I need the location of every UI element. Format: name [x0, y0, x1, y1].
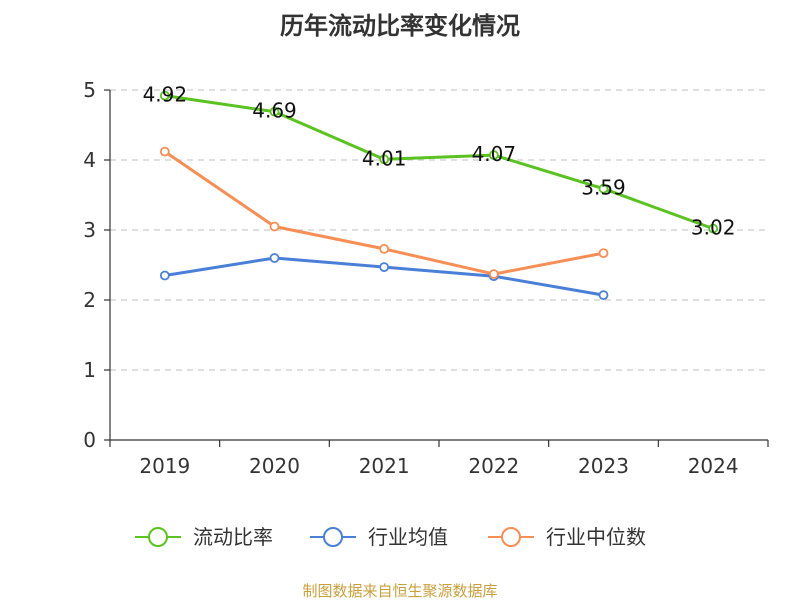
axes: 0 1 2 3 4 5 2019 2020 2021 2022 2023 2024 [83, 78, 769, 478]
data-point[interactable] [159, 90, 170, 101]
source-note: 制图数据来自恒生聚源数据库 [302, 582, 497, 600]
x-tick-label: 2020 [249, 454, 300, 478]
x-tick-label: 2023 [578, 454, 629, 478]
y-tick-label: 2 [83, 288, 96, 312]
data-point[interactable] [488, 150, 499, 161]
y-tick-label: 0 [83, 428, 96, 452]
data-point[interactable] [598, 290, 609, 301]
legend-label[interactable]: 行业均值 [368, 525, 448, 549]
data-point[interactable] [379, 154, 390, 165]
legend-swatch-marker[interactable] [501, 527, 521, 547]
data-label: 3.02 [691, 216, 736, 240]
legend[interactable]: 流动比率 行业均值 行业中位数 [135, 525, 646, 549]
legend-label[interactable]: 行业中位数 [546, 525, 646, 549]
legend-swatch-marker[interactable] [323, 527, 343, 547]
legend-swatch-marker[interactable] [148, 527, 168, 547]
y-tick-label: 3 [83, 218, 96, 242]
chart-title: 历年流动比率变化情况 [280, 12, 520, 40]
data-point[interactable] [708, 223, 719, 234]
data-point[interactable] [379, 243, 390, 254]
data-point[interactable] [598, 248, 609, 259]
data-label: 4.69 [252, 99, 297, 123]
data-point[interactable] [269, 253, 280, 263]
grid [110, 89, 768, 371]
x-tick-label: 2021 [359, 454, 410, 478]
y-tick-label: 1 [83, 358, 96, 382]
data-label: 4.01 [362, 146, 407, 170]
data-point[interactable] [159, 146, 170, 157]
data-labels: 4.92 4.69 4.01 4.07 3.59 3.02 [143, 83, 736, 240]
data-point[interactable] [159, 270, 170, 281]
data-point[interactable] [598, 183, 609, 194]
y-tick-label: 5 [83, 78, 96, 102]
data-point[interactable] [269, 221, 280, 232]
series [159, 90, 719, 301]
data-label: 3.59 [581, 176, 626, 200]
data-label: 4.92 [143, 83, 188, 107]
data-label: 4.07 [472, 142, 517, 166]
x-tick-label: 2024 [688, 454, 739, 478]
x-tick-label: 2019 [139, 454, 190, 478]
x-tick-label: 2022 [468, 454, 519, 478]
legend-label[interactable]: 流动比率 [193, 525, 273, 549]
data-point[interactable] [269, 106, 280, 117]
y-tick-label: 4 [83, 148, 96, 172]
series-line [164, 94, 714, 231]
data-point[interactable] [379, 262, 390, 273]
data-point[interactable] [488, 269, 499, 280]
